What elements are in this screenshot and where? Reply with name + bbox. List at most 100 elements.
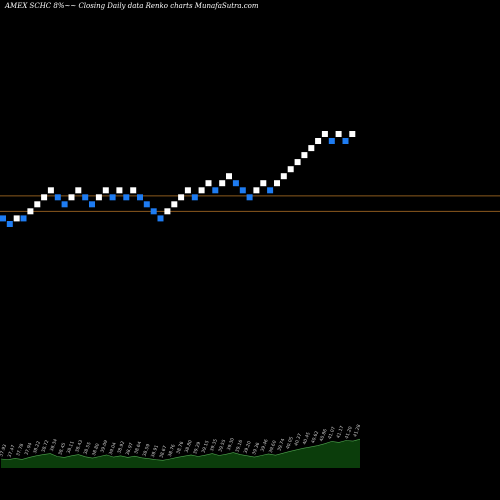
renko-brick-up xyxy=(68,194,75,201)
renko-brick-up xyxy=(301,152,308,159)
price-label: 39.35 xyxy=(209,438,219,452)
renko-brick-down xyxy=(123,194,130,201)
renko-brick-down xyxy=(157,215,164,222)
renko-brick-down xyxy=(109,194,116,201)
price-label: 41.17 xyxy=(335,425,345,439)
price-label: 37.47 xyxy=(7,444,17,458)
price-label: 39.30 xyxy=(226,437,236,451)
renko-brick-up xyxy=(178,194,185,201)
price-label: 40.45 xyxy=(302,431,312,445)
renko-brick-down xyxy=(191,194,198,201)
price-label: 39.36 xyxy=(251,441,261,455)
renko-brick-down xyxy=(150,208,157,215)
price-label: 39.74 xyxy=(276,438,286,452)
price-label: 40.05 xyxy=(285,436,295,450)
renko-brick-down xyxy=(267,187,274,194)
renko-brick-down xyxy=(143,201,150,208)
price-label: 38.55 xyxy=(83,441,93,455)
volume-area xyxy=(0,438,361,468)
price-label: 38.80 xyxy=(91,442,101,456)
price-label: 40.86 xyxy=(319,428,329,442)
renko-brick-up xyxy=(164,208,171,215)
renko-brick-up xyxy=(171,201,178,208)
renko-brick-down xyxy=(0,215,6,222)
renko-brick-up xyxy=(47,187,54,194)
renko-brick-down xyxy=(232,180,239,187)
renko-brick-up xyxy=(27,208,34,215)
renko-bricks xyxy=(0,131,356,227)
price-label: 39.09 xyxy=(99,439,109,453)
price-label: 39.55 xyxy=(217,439,227,453)
renko-brick-down xyxy=(239,187,246,194)
price-label: 38.97 xyxy=(125,442,135,456)
price-label: 37.93 xyxy=(0,443,8,457)
renko-brick-down xyxy=(328,138,335,144)
renko-brick-up xyxy=(198,187,205,194)
price-label: 39.04 xyxy=(108,441,118,455)
price-label: 39.60 xyxy=(268,440,278,454)
price-label: 40.37 xyxy=(293,433,303,447)
renko-brick-down xyxy=(6,221,13,227)
renko-brick-down xyxy=(61,201,68,208)
renko-brick-up xyxy=(315,138,322,144)
renko-brick-down xyxy=(82,194,89,201)
renko-brick-down xyxy=(20,215,27,222)
renko-brick-down xyxy=(54,194,61,201)
price-label: 39.20 xyxy=(243,440,253,454)
price-label: 41.28 xyxy=(352,424,362,438)
price-label: 38.91 xyxy=(150,444,160,458)
renko-brick-up xyxy=(219,180,226,187)
renko-brick-up xyxy=(75,187,82,194)
renko-brick-up xyxy=(102,187,109,194)
renko-brick-up xyxy=(308,145,315,152)
price-label: 38.80 xyxy=(184,439,194,453)
renko-brick-down xyxy=(212,187,219,194)
renko-brick-down xyxy=(89,201,95,208)
renko-brick-up xyxy=(335,131,342,137)
price-label: 38.34 xyxy=(49,438,59,452)
renko-brick-down xyxy=(137,194,143,201)
price-label: 39.16 xyxy=(234,439,244,453)
price-label: 38.72 xyxy=(40,439,50,453)
renko-brick-up xyxy=(205,180,212,187)
renko-brick-up xyxy=(34,201,41,208)
price-label: 38.59 xyxy=(142,443,152,457)
price-label: 39.46 xyxy=(260,438,270,452)
price-label: 41.20 xyxy=(344,425,354,439)
renko-brick-up xyxy=(41,194,48,201)
renko-brick-up xyxy=(95,194,102,201)
renko-brick-up xyxy=(184,187,191,194)
price-label: 38.76 xyxy=(167,443,177,457)
renko-brick-up xyxy=(321,131,328,137)
price-label: 37.78 xyxy=(15,443,25,457)
price-label: 38.64 xyxy=(133,441,143,455)
renko-brick-up xyxy=(13,215,20,222)
price-label: 38.43 xyxy=(74,439,84,453)
renko-brick-up xyxy=(294,159,301,166)
renko-brick-up xyxy=(130,187,137,194)
price-label: 38.22 xyxy=(32,440,42,454)
price-label: 39.15 xyxy=(201,440,211,454)
price-label: 38.76 xyxy=(175,441,185,455)
price-label: 38.67 xyxy=(158,445,168,459)
price-label: 38.45 xyxy=(57,442,67,456)
renko-brick-up xyxy=(280,173,287,180)
price-label: 41.07 xyxy=(327,426,337,440)
chart-title: AMEX SCHC 8%~~ Closing Daily data Renko … xyxy=(5,2,259,10)
price-labels: 37.93 37.47 37.78 37.94 38.22 38.72 38.34 38.45… xyxy=(0,424,362,459)
renko-brick-up xyxy=(349,131,356,137)
price-label: 37.94 xyxy=(24,442,34,456)
price-label: 38.92 xyxy=(116,440,126,454)
renko-brick-down xyxy=(342,138,349,144)
price-label: 40.62 xyxy=(310,430,320,444)
volume-line xyxy=(0,438,361,461)
renko-brick-up xyxy=(226,173,232,180)
renko-brick-up xyxy=(274,180,280,187)
renko-brick-up xyxy=(287,166,294,173)
renko-brick-up xyxy=(116,187,123,194)
volume-fill xyxy=(1,439,360,468)
renko-brick-down xyxy=(246,194,253,201)
price-label: 39.29 xyxy=(192,441,202,455)
renko-brick-up xyxy=(253,187,260,194)
